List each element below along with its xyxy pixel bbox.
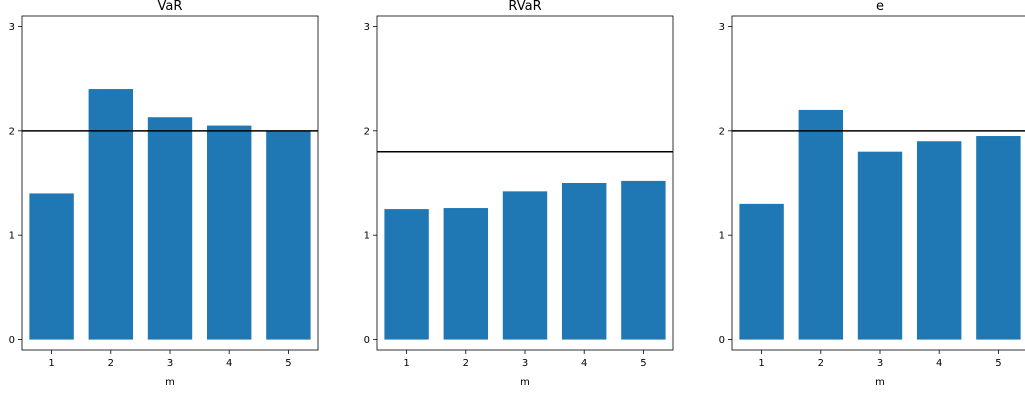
bar	[917, 141, 962, 340]
x-tick-label: 5	[285, 358, 291, 369]
bar	[147, 117, 193, 340]
bar	[266, 130, 311, 340]
x-tick-label: 5	[640, 358, 646, 369]
x-tick-label: 4	[581, 358, 587, 369]
bar	[384, 209, 429, 340]
panel-rvar: RVaR m 1 2 3 4 5 0 1 2 3	[364, 0, 674, 388]
bar	[739, 203, 784, 340]
chart-title: e	[876, 0, 884, 14]
x-tick-label: 1	[403, 358, 409, 369]
y-tick-label: 2	[719, 126, 725, 137]
x-tick-label: 2	[818, 358, 824, 369]
x-tick-label: 2	[463, 358, 469, 369]
bar	[562, 183, 607, 340]
x-tick-label: 3	[167, 358, 173, 369]
bar	[621, 180, 666, 340]
chart-title: VaR	[158, 0, 183, 14]
y-tick-label: 3	[364, 22, 370, 33]
y-tick-label: 1	[719, 231, 725, 242]
x-tick-label: 4	[226, 358, 232, 369]
x-tick-label: 3	[522, 358, 528, 369]
y-tick-label: 3	[9, 22, 15, 33]
x-tick-label: 1	[48, 358, 54, 369]
y-tick-label: 1	[9, 231, 15, 242]
bar	[29, 193, 74, 340]
bar	[502, 191, 548, 340]
chart-title: RVaR	[508, 0, 541, 14]
x-axis-label: m	[165, 377, 175, 388]
y-tick-label: 3	[719, 22, 725, 33]
x-tick-label: 3	[877, 358, 883, 369]
x-tick-label: 4	[936, 358, 942, 369]
panel-e: e m 1 2 3 4 5 0 1 2 3	[719, 0, 1025, 388]
y-tick-label: 2	[364, 126, 370, 137]
bar	[88, 89, 133, 340]
bar	[207, 125, 252, 340]
bar	[976, 136, 1021, 340]
panel-var: VaR m 1 2 3 4 5 0 1 2 3	[9, 0, 319, 388]
y-tick-label: 2	[9, 126, 15, 137]
bar	[798, 109, 843, 340]
x-axis-label: m	[875, 377, 885, 388]
x-tick-label: 5	[995, 358, 1001, 369]
y-tick-label: 0	[9, 335, 15, 346]
bar	[443, 208, 488, 340]
y-tick-label: 0	[364, 335, 370, 346]
y-tick-label: 0	[719, 335, 725, 346]
y-tick-label: 1	[364, 231, 370, 242]
x-axis-label: m	[520, 377, 530, 388]
x-tick-label: 1	[758, 358, 764, 369]
bar	[857, 151, 903, 340]
x-tick-label: 2	[108, 358, 114, 369]
